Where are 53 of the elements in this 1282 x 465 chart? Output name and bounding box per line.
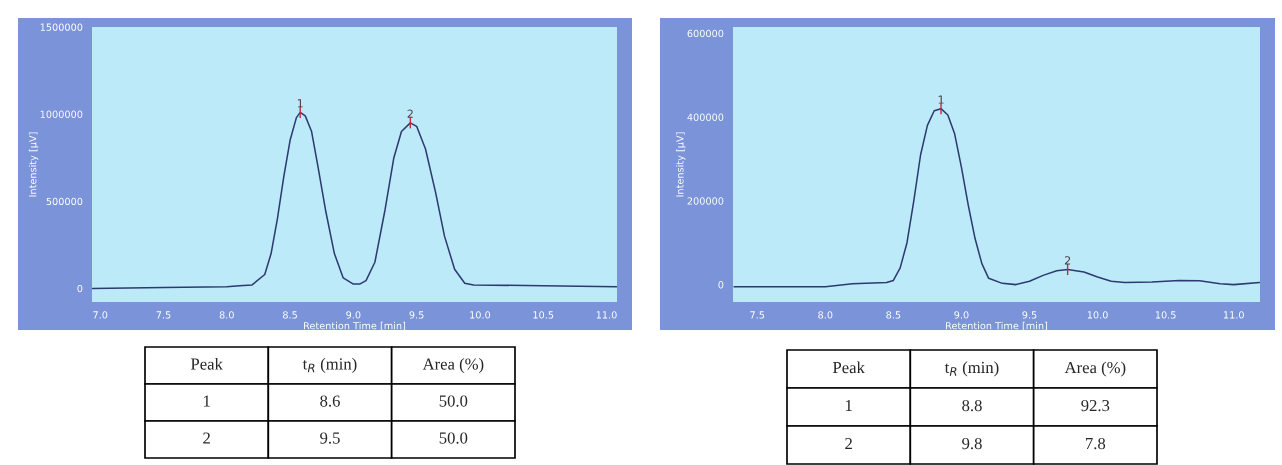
x-tick-label: 10.5 (533, 311, 554, 319)
annotation: 2 (407, 109, 413, 118)
y-tick-label: 600000 (687, 29, 724, 38)
y-tick-label: 500000 (46, 197, 83, 206)
x-tick-label: 7.0 (93, 311, 108, 319)
y-tick-label: 200000 (687, 197, 724, 205)
annotation: 1 (938, 95, 944, 104)
x-tick-label: 9.0 (346, 311, 361, 319)
text: 92.3 (1081, 399, 1110, 412)
x-tick-label: 9.5 (1022, 311, 1037, 319)
x-tick-label: 9.0 (954, 311, 969, 319)
y-tick-label: 1500000 (40, 23, 83, 31)
text: 7.8 (1086, 437, 1106, 450)
text: t$_{R}$ (min) (944, 361, 999, 377)
x-tick-label: 11.0 (596, 311, 617, 319)
y-tick-label: 0 (77, 284, 83, 293)
x-tick-label: 8.0 (818, 311, 833, 319)
text: 9.5 (320, 432, 340, 444)
text: 1 (203, 395, 210, 407)
text: 50.0 (439, 395, 468, 407)
text: 1 (845, 400, 852, 412)
x-tick-label: 8.5 (283, 311, 297, 319)
text: 8.8 (962, 399, 982, 412)
text: 2 (845, 437, 852, 450)
x-tick-label: 7.5 (750, 311, 765, 319)
x-tick-label: 9.5 (409, 311, 424, 319)
text: 2 (203, 432, 210, 444)
line-series (733, 107, 1260, 288)
y-axis-title: Intensity [µV] (676, 132, 686, 197)
text: t$_{R}$ (min) (302, 357, 357, 373)
text: Peak (832, 361, 865, 374)
annotation: 1 (297, 99, 303, 108)
text: Area (%) (1064, 361, 1126, 377)
x-tick-label: 10.5 (1155, 311, 1176, 319)
x-tick-label: 10.0 (1087, 311, 1108, 319)
x-tick-label: 11.0 (1223, 311, 1244, 319)
x-tick-label: 7.5 (156, 311, 171, 319)
y-axis-title: Intensity [µV] (28, 132, 39, 197)
annotation: 2 (1064, 256, 1071, 265)
text: 8.6 (320, 395, 340, 407)
x-tick-label: 10.0 (470, 311, 491, 319)
text: Area (%) (422, 357, 484, 374)
x-axis-title: Retention Time [min] (304, 321, 406, 331)
text: Peak (190, 357, 223, 370)
text: 9.8 (962, 437, 982, 450)
text: 50.0 (439, 432, 468, 444)
y-tick-label: 0 (718, 281, 724, 289)
x-tick-label: 8.0 (219, 311, 234, 319)
line-series (92, 111, 617, 290)
x-axis-title: Retention Time [min] (946, 321, 1048, 331)
y-tick-label: 1000000 (40, 110, 83, 118)
x-tick-label: 8.5 (886, 311, 901, 319)
y-tick-label: 400000 (687, 113, 724, 121)
